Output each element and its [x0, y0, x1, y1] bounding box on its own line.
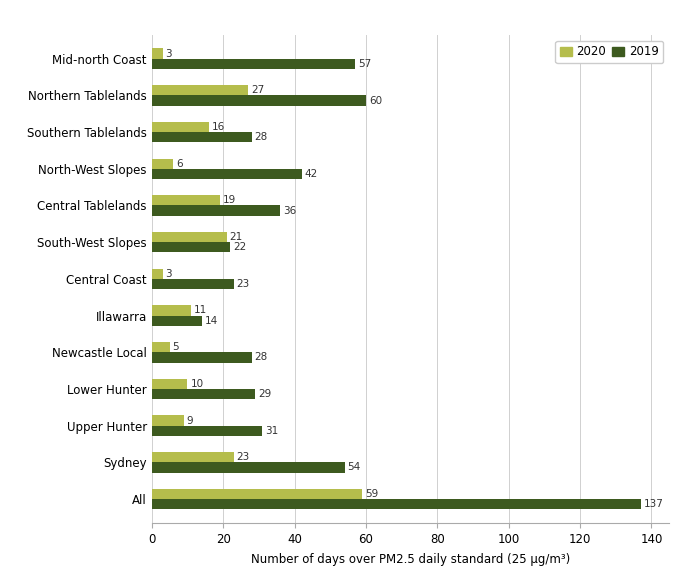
- Text: 57: 57: [358, 59, 371, 69]
- Text: 54: 54: [347, 462, 361, 472]
- Text: 137: 137: [644, 499, 664, 509]
- Text: 10: 10: [190, 379, 204, 389]
- Bar: [152, 232, 227, 242]
- Text: 28: 28: [255, 353, 268, 363]
- Bar: [152, 85, 248, 95]
- Text: 60: 60: [368, 95, 382, 106]
- Bar: [152, 462, 344, 472]
- Bar: [152, 315, 201, 326]
- Bar: [152, 452, 234, 462]
- Bar: [152, 122, 209, 132]
- Text: 42: 42: [304, 169, 318, 179]
- Bar: [152, 195, 219, 206]
- Bar: [152, 132, 252, 142]
- Text: 31: 31: [265, 426, 279, 436]
- Text: 3: 3: [166, 269, 172, 279]
- Text: 14: 14: [205, 315, 218, 326]
- Text: 29: 29: [258, 389, 271, 399]
- Bar: [152, 279, 234, 289]
- Text: 23: 23: [237, 452, 250, 462]
- Text: 23: 23: [237, 279, 250, 289]
- Text: 21: 21: [230, 232, 243, 242]
- Text: 19: 19: [222, 195, 236, 205]
- Bar: [152, 59, 355, 69]
- Bar: [152, 169, 302, 179]
- Text: 6: 6: [176, 159, 183, 168]
- Bar: [152, 489, 362, 499]
- Bar: [152, 415, 184, 426]
- Text: 16: 16: [212, 122, 225, 132]
- Bar: [152, 159, 173, 169]
- Text: 28: 28: [255, 132, 268, 142]
- Text: 27: 27: [251, 85, 264, 95]
- Bar: [152, 426, 262, 436]
- Text: 22: 22: [233, 242, 246, 252]
- Bar: [152, 389, 255, 399]
- Bar: [152, 206, 280, 216]
- Bar: [152, 242, 230, 253]
- Bar: [152, 48, 163, 59]
- Bar: [152, 268, 163, 279]
- Bar: [152, 305, 191, 315]
- Legend: 2020, 2019: 2020, 2019: [555, 41, 663, 63]
- Bar: [152, 95, 366, 106]
- Bar: [152, 379, 188, 389]
- Text: 9: 9: [187, 415, 193, 425]
- Bar: [152, 499, 641, 510]
- X-axis label: Number of days over PM2.5 daily standard (25 μg/m³): Number of days over PM2.5 daily standard…: [251, 553, 570, 565]
- Text: 5: 5: [172, 342, 179, 352]
- Text: 11: 11: [194, 306, 207, 315]
- Bar: [152, 342, 170, 352]
- Text: 3: 3: [166, 49, 172, 59]
- Text: 36: 36: [283, 206, 297, 216]
- Bar: [152, 352, 252, 363]
- Text: 59: 59: [365, 489, 379, 499]
